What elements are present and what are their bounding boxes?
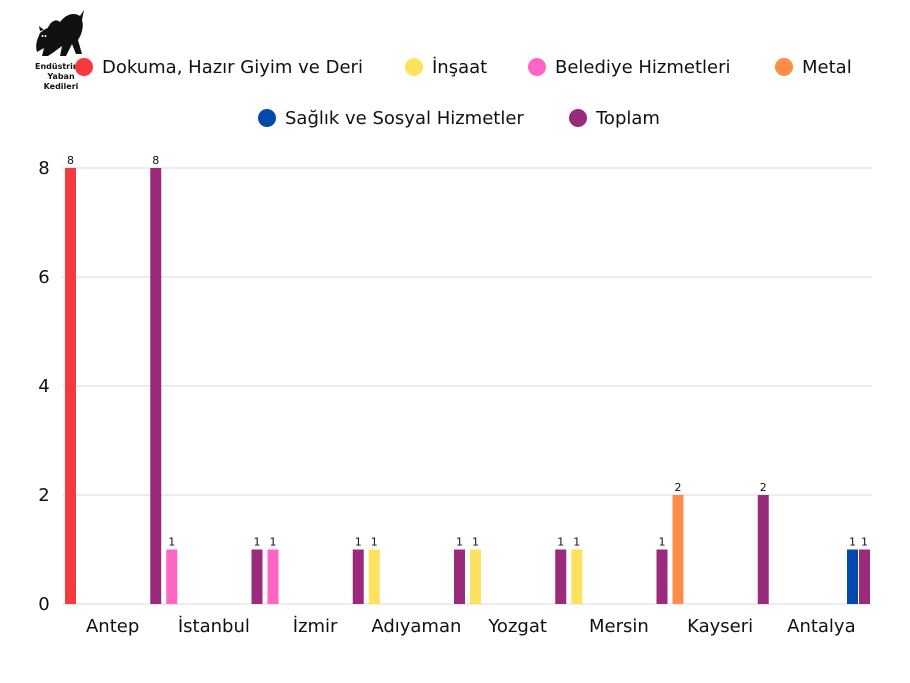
bar bbox=[672, 495, 684, 604]
x-category-label: Kayseri bbox=[687, 616, 753, 637]
legend: Dokuma, Hazır Giyim ve Deri İnşaat Belediy… bbox=[75, 57, 852, 129]
legend-marker bbox=[775, 58, 793, 76]
bar bbox=[555, 549, 567, 604]
legend-label: Toplam bbox=[595, 108, 660, 129]
bar bbox=[368, 549, 380, 604]
bar bbox=[847, 549, 858, 604]
bar bbox=[656, 549, 668, 604]
y-tick-label: 8 bbox=[38, 158, 49, 179]
legend-marker bbox=[75, 58, 93, 76]
logo-text-line: Kedileri bbox=[44, 82, 79, 91]
data-label: 1 bbox=[456, 536, 463, 549]
x-category-label: Mersin bbox=[589, 616, 649, 637]
bar bbox=[150, 168, 162, 604]
data-label: 1 bbox=[472, 536, 479, 549]
data-label: 2 bbox=[675, 481, 682, 494]
data-label: 1 bbox=[659, 536, 666, 549]
bar bbox=[757, 495, 769, 604]
bar bbox=[251, 549, 263, 604]
x-category-label: İzmir bbox=[293, 616, 338, 637]
y-tick-label: 0 bbox=[38, 594, 49, 615]
gridlines bbox=[62, 167, 872, 605]
data-label: 1 bbox=[371, 536, 378, 549]
bars: 8 81 1 1 1 1 1 1 1 1 12 21 1 bbox=[65, 154, 870, 604]
data-label: 8 bbox=[67, 154, 74, 167]
data-label: 8 bbox=[152, 154, 159, 167]
legend-marker bbox=[569, 109, 587, 127]
bar bbox=[65, 168, 76, 604]
bar bbox=[166, 549, 178, 604]
x-axis: Antep İstanbul İzmir Adıyaman Yozgat Mersin Ka… bbox=[86, 616, 856, 637]
legend-label: Belediye Hizmetleri bbox=[555, 57, 731, 78]
legend-label: Sağlık ve Sosyal Hizmetler bbox=[285, 108, 524, 129]
logo: Endüstrinin Yaban Kedileri bbox=[35, 10, 87, 91]
x-category-label: Yozgat bbox=[487, 616, 547, 637]
bar bbox=[859, 549, 870, 604]
data-label: 1 bbox=[849, 536, 856, 549]
data-label: 2 bbox=[760, 481, 767, 494]
bar bbox=[571, 549, 583, 604]
legend-label: Metal bbox=[802, 57, 852, 78]
logo-text-line: Yaban bbox=[46, 72, 75, 81]
data-label: 1 bbox=[168, 536, 175, 549]
data-label: 1 bbox=[573, 536, 580, 549]
data-label: 1 bbox=[355, 536, 362, 549]
x-category-label: Adıyaman bbox=[371, 616, 461, 637]
y-tick-label: 2 bbox=[38, 485, 49, 506]
bar bbox=[454, 549, 465, 604]
y-axis: 0 2 4 6 8 bbox=[38, 158, 49, 615]
x-category-label: Antep bbox=[86, 616, 139, 637]
data-label: 1 bbox=[861, 536, 868, 549]
legend-label: Dokuma, Hazır Giyim ve Deri bbox=[102, 57, 363, 78]
y-tick-label: 6 bbox=[38, 267, 49, 288]
data-label: 1 bbox=[270, 536, 277, 549]
data-label: 1 bbox=[254, 536, 261, 549]
legend-label: İnşaat bbox=[432, 57, 487, 78]
black-cat-icon bbox=[36, 10, 84, 56]
bar bbox=[352, 549, 364, 604]
x-category-label: Antalya bbox=[787, 616, 856, 637]
logo-text-line: Endüstrinin bbox=[35, 62, 87, 71]
y-tick-label: 4 bbox=[38, 376, 49, 397]
bar bbox=[470, 549, 481, 604]
legend-marker bbox=[258, 109, 276, 127]
legend-marker bbox=[528, 58, 546, 76]
bar bbox=[267, 549, 279, 604]
legend-marker bbox=[405, 58, 423, 76]
data-label: 1 bbox=[557, 536, 564, 549]
x-category-label: İstanbul bbox=[178, 616, 250, 637]
